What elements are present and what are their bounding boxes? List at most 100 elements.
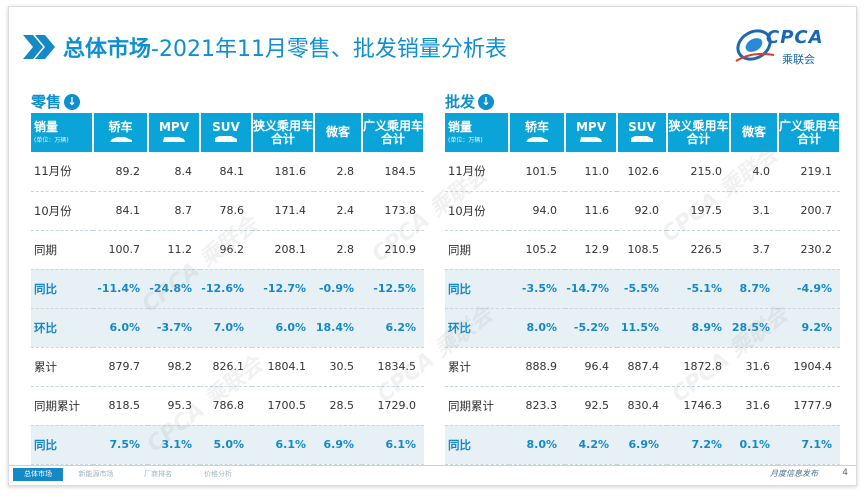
- retail-label: 零售: [31, 93, 62, 111]
- table-cell: 8.9%: [667, 308, 730, 348]
- slide: 总体市场-2021年11月零售、批发销量分析表 CPCA 乘联会 零售 ↓ 销量…: [8, 6, 857, 486]
- table-cell: 105.2: [509, 230, 565, 270]
- table-cell: 3.1: [730, 191, 778, 231]
- table-cell: 2.8: [314, 230, 362, 270]
- table-cell: 6.9%: [617, 425, 667, 465]
- table-cell: 28.5%: [730, 308, 778, 348]
- table-row: 11月份 89.2 8.4 84.1 181.6 2.8 184.5: [31, 152, 424, 192]
- retail-table: 销量 (单位：万辆) 轿车 MPV SUV 狭义乘用车 合计 微客 广义乘用车 合计 11月份 8…: [31, 113, 425, 465]
- cpca-logo: CPCA 乘联会: [732, 21, 840, 75]
- table-cell: -5.2%: [565, 308, 617, 348]
- table-cell: 181.6: [252, 152, 314, 192]
- table-cell: 89.2: [93, 152, 148, 192]
- column-header-label: 狭义乘用车 合计: [668, 118, 729, 146]
- table-cell: 30.5: [314, 347, 362, 387]
- column-header-label: 微客: [325, 125, 350, 139]
- column-header-label: 微客: [741, 125, 766, 139]
- footer: 总体市场 新能源市场 厂商排名 价格分析 月度信息发布 4: [9, 461, 856, 485]
- table-cell: 6.0%: [252, 308, 314, 348]
- table-cell: 2.8: [314, 152, 362, 192]
- sedan-icon: [526, 137, 548, 142]
- column-header: 狭义乘用车 合计: [252, 113, 315, 152]
- table-cell: 18.4%: [314, 308, 362, 348]
- table-cell: 7.5%: [93, 425, 148, 465]
- table-cell: -24.8%: [148, 269, 200, 309]
- column-header-label: MPV: [575, 120, 607, 134]
- table-cell: 100.7: [93, 230, 148, 270]
- table-cell: 830.4: [617, 386, 667, 426]
- footer-publish-text: 月度信息发布: [770, 469, 818, 478]
- wholesale-table: 销量 (单位：万辆) 轿车 MPV SUV 狭义乘用车 合计 微客 广义乘用车 合计 11月份 1…: [445, 113, 841, 465]
- column-header-label: 广义乘用车 合计: [363, 118, 424, 146]
- table-cell: 823.3: [509, 386, 565, 426]
- row-label: 同期累计: [445, 386, 509, 426]
- table-cell: 31.6: [730, 347, 778, 387]
- table-cell: 826.1: [200, 347, 252, 387]
- table-cell: 3.7: [730, 230, 778, 270]
- column-header: MPV: [148, 113, 201, 152]
- table-cell: 5.0%: [200, 425, 252, 465]
- footer-tab-price[interactable]: 价格分析: [204, 470, 232, 478]
- suv-icon: [215, 136, 237, 142]
- table-cell: 11.2: [148, 230, 200, 270]
- table-cell: 98.2: [148, 347, 200, 387]
- table-cell: 219.1: [778, 152, 840, 192]
- row-label: 11月份: [445, 152, 509, 192]
- table-cell: -12.5%: [362, 269, 424, 309]
- footer-tab-overall[interactable]: 总体市场: [13, 468, 63, 481]
- header-corner: 销量 (单位：万辆): [445, 113, 510, 152]
- row-label: 同比: [445, 269, 509, 309]
- column-header: SUV: [200, 113, 253, 152]
- table-cell: 8.0%: [509, 308, 565, 348]
- table-cell: 11.0: [565, 152, 617, 192]
- table-cell: 31.6: [730, 386, 778, 426]
- down-arrow-icon: ↓: [478, 93, 495, 110]
- table-row: 同期 100.7 11.2 96.2 208.1 2.8 210.9: [31, 230, 424, 270]
- table-cell: 7.1%: [778, 425, 840, 465]
- column-header: SUV: [617, 113, 668, 152]
- header-unit-label: (单位：万辆): [34, 137, 69, 144]
- table-cell: 9.2%: [778, 308, 840, 348]
- table-row: 环比 6.0% -3.7% 7.0% 6.0% 18.4% 6.2%: [31, 308, 424, 348]
- footer-tab-ranking[interactable]: 厂商排名: [144, 470, 172, 478]
- table-cell: -14.7%: [565, 269, 617, 309]
- page-number: 4: [842, 468, 848, 478]
- header-corner: 销量 (单位：万辆): [31, 113, 94, 152]
- table-cell: 7.2%: [667, 425, 730, 465]
- table-cell: 208.1: [252, 230, 314, 270]
- table-cell: 200.7: [778, 191, 840, 231]
- table-row: 10月份 94.0 11.6 92.0 197.5 3.1 200.7: [445, 191, 840, 231]
- table-cell: 96.4: [565, 347, 617, 387]
- table-cell: 6.1%: [362, 425, 424, 465]
- table-cell: 95.3: [148, 386, 200, 426]
- title-row: 总体市场-2021年11月零售、批发销量分析表: [21, 29, 507, 65]
- header-corner-label: 销量: [34, 120, 59, 134]
- mpv-icon: [580, 137, 602, 142]
- wholesale-section-header: 批发 ↓: [445, 91, 495, 112]
- footer-tab-nev[interactable]: 新能源市场: [78, 470, 114, 478]
- table-cell: 1729.0: [362, 386, 424, 426]
- retail-section-header: 零售 ↓: [31, 91, 81, 112]
- table-cell: -11.4%: [93, 269, 148, 309]
- table-row: 环比 8.0% -5.2% 11.5% 8.9% 28.5% 9.2%: [445, 308, 840, 348]
- row-label: 同比: [31, 425, 93, 465]
- table-cell: -5.1%: [667, 269, 730, 309]
- page-title: 总体市场-2021年11月零售、批发销量分析表: [63, 37, 507, 62]
- table-cell: 173.8: [362, 191, 424, 231]
- logo-subtext: 乘联会: [782, 53, 815, 66]
- column-header-label: SUV: [212, 120, 240, 134]
- table-cell: 1777.9: [778, 386, 840, 426]
- table-cell: 1904.4: [778, 347, 840, 387]
- header-corner-label: 销量: [448, 120, 473, 134]
- row-label: 环比: [445, 308, 509, 348]
- footer-divider: [9, 465, 856, 466]
- table-cell: 887.4: [617, 347, 667, 387]
- table-cell: -5.5%: [617, 269, 667, 309]
- table-cell: -0.9%: [314, 269, 362, 309]
- table-cell: 96.2: [200, 230, 252, 270]
- table-cell: 94.0: [509, 191, 565, 231]
- row-label: 同比: [445, 425, 509, 465]
- table-cell: 1804.1: [252, 347, 314, 387]
- table-cell: 6.0%: [93, 308, 148, 348]
- column-header-label: 狭义乘用车 合计: [253, 118, 314, 146]
